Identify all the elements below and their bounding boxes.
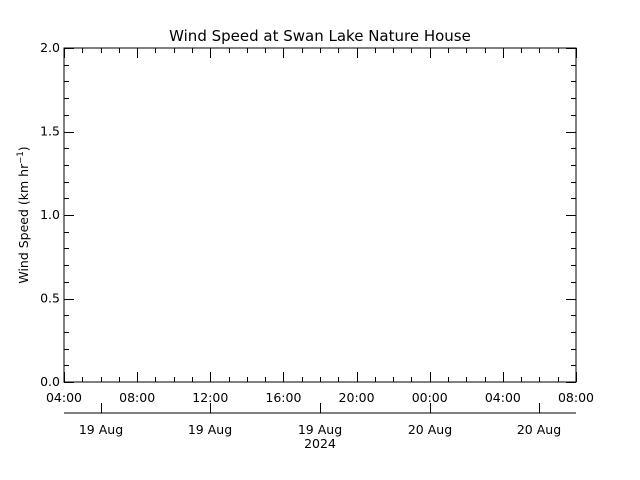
chart-title: Wind Speed at Swan Lake Nature House	[169, 27, 471, 45]
y-tick-label: 0.5	[40, 291, 60, 306]
x-tick-label: 08:00	[119, 390, 155, 405]
date-axis-ticks: 19 Aug 19 Aug 19 Aug 20 Aug 20 Aug	[79, 403, 561, 437]
y-tick-label: 2.0	[40, 40, 60, 55]
x-tick-label: 12:00	[192, 390, 228, 405]
plot-area: 0.0 0.5 1.0 1.5 2.0 04:00 08:00 12:00 16:00 20:0…	[40, 40, 594, 405]
x-tick-label: 04:00	[46, 390, 82, 405]
y-axis-label-sup: −1	[16, 151, 26, 164]
y-axis-label-close: )	[16, 146, 31, 151]
date-tick-label: 19 Aug	[298, 422, 342, 437]
y-axis-label: Wind Speed (km hr−1)	[16, 146, 31, 283]
y-axis-label-main: Wind Speed (km hr	[16, 163, 31, 284]
x-axis-ticks: 04:00 08:00 12:00 16:00 20:00 00:00 04:00 08:00	[46, 48, 594, 405]
x-year-label: 2024	[304, 436, 336, 451]
y-tick-label: 1.5	[40, 124, 60, 139]
date-tick-label: 20 Aug	[408, 422, 452, 437]
date-tick-label: 19 Aug	[79, 422, 123, 437]
y-axis-ticks: 0.0 0.5 1.0 1.5 2.0	[40, 40, 576, 389]
x-tick-label: 08:00	[558, 390, 594, 405]
plot-frame	[63, 47, 577, 383]
date-tick-label: 20 Aug	[517, 422, 561, 437]
y-tick-label: 1.0	[40, 207, 60, 222]
date-axis: 19 Aug 19 Aug 19 Aug 20 Aug 20 Aug 2024	[64, 403, 576, 451]
x-tick-label: 16:00	[265, 390, 301, 405]
date-tick-label: 19 Aug	[188, 422, 232, 437]
x-tick-label: 20:00	[339, 390, 375, 405]
x-tick-label: 00:00	[412, 390, 448, 405]
y-tick-label: 0.0	[40, 374, 60, 389]
x-tick-label: 04:00	[485, 390, 521, 405]
